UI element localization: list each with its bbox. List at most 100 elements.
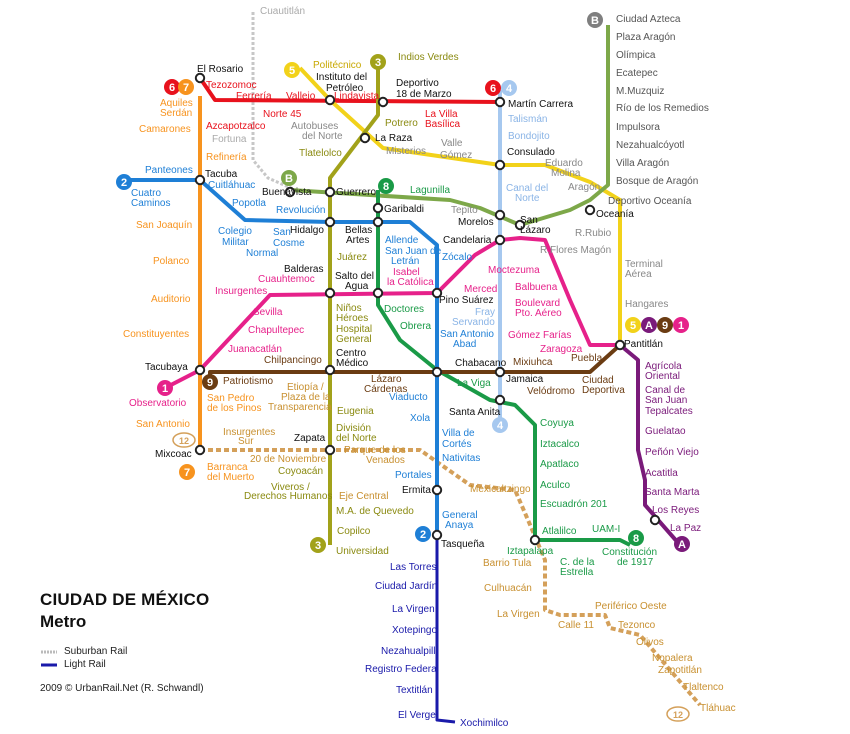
station-label-coyoacan: Coyoacán xyxy=(278,466,323,477)
line-badge-text: 5 xyxy=(630,320,636,332)
station-label-san-cosme: San xyxy=(273,227,291,238)
station-label-las-torres: Las Torres xyxy=(390,562,437,573)
line-badge-text: 2 xyxy=(420,529,426,541)
station-label-ciudad-azteca: Ciudad Azteca xyxy=(616,14,681,25)
station-label-xochimilco: Xochimilco xyxy=(460,718,509,729)
station-label-san-antonio-abad2: Abad xyxy=(453,339,476,350)
station-label-tlatelolco: Tlatelolco xyxy=(299,148,342,159)
station-bellas-artes xyxy=(372,216,384,228)
station-label-terminal-aerea: Terminal xyxy=(625,259,663,270)
station-label-agricola: Agrícola xyxy=(645,361,682,372)
station-tacuba xyxy=(194,174,206,186)
station-label-zapata: Zapata xyxy=(294,433,326,444)
station-label-isabel: Isabel xyxy=(393,267,420,278)
station-label-universidad: Universidad xyxy=(336,546,389,557)
line-12 xyxy=(200,448,702,707)
line-badge-12: 12 xyxy=(666,706,690,722)
station-oceania xyxy=(584,204,596,216)
station-label-refineria: Refinería xyxy=(206,152,247,163)
station-label-delnorte: del Norte xyxy=(302,131,343,142)
station-label-camarones: Camarones xyxy=(139,124,191,135)
station-label-tepalcates: Tepalcates xyxy=(645,406,693,417)
station-label-muzquiz: M.Muzquiz xyxy=(616,86,664,97)
station-martin-carrera xyxy=(494,96,506,108)
station-label-uam-i: UAM-I xyxy=(592,524,620,535)
station-label-etiopia3: Transparencia xyxy=(268,402,332,413)
station-label-penon-viejo: Peñón Viejo xyxy=(645,447,699,458)
station-label-gomez-farias: Gómez Farías xyxy=(508,330,571,341)
station-label-cuitlahuac: Cuitláhuac xyxy=(208,180,255,191)
station-label-tacubaya: Tacubaya xyxy=(145,362,188,373)
station-label-auditorio: Auditorio xyxy=(151,294,191,305)
station-label-obrera: Obrera xyxy=(400,321,432,332)
line-badge-text: 5 xyxy=(289,65,295,77)
station-label-veinte-nov: 20 de Noviembre xyxy=(250,454,327,465)
station-ermita xyxy=(431,484,443,496)
station-label-aquiles: Aquiles xyxy=(160,98,193,109)
station-label-sevilla: Sevilla xyxy=(253,307,283,318)
line-badge-5: 5 xyxy=(284,62,300,78)
station-label-martin-carrera: Martín Carrera xyxy=(508,99,573,110)
station-label-deportivo-18: Deportivo xyxy=(396,78,439,89)
station-tasquena xyxy=(431,529,443,541)
station-label-fortuna: Fortuna xyxy=(212,134,247,145)
map-title-block: CIUDAD DE MÉXICO Metro xyxy=(40,590,209,632)
line-badge-5: 5 xyxy=(625,317,641,333)
station-label-san-antonio-abad: San Antonio xyxy=(440,329,494,340)
station-label-zaragoza: Zaragoza xyxy=(540,344,583,355)
suburban-rail-swatch xyxy=(41,650,57,653)
station-label-general-anaya2: Anaya xyxy=(445,520,474,531)
station-label-terminal-aerea2: Aérea xyxy=(625,269,652,280)
station-deportivo-18 xyxy=(377,96,389,108)
station-label-lazaro-cardenas2: Cárdenas xyxy=(364,384,407,395)
line-badge-8: 8 xyxy=(378,178,394,194)
line-badge-text: 6 xyxy=(169,82,175,94)
station-consulado xyxy=(494,159,506,171)
station-label-viveros2: Derechos Humanos xyxy=(244,491,332,502)
station-label-politecnico: Politécnico xyxy=(313,60,362,71)
station-label-centro-medico: Centro xyxy=(336,348,366,359)
station-label-colegio-militar: Colegio xyxy=(218,226,252,237)
station-label-mexicaltzingo: Mexicaltzingo xyxy=(470,484,531,495)
station-label-valle-gomez2: Gómez xyxy=(440,150,472,161)
station-label-aragon: Aragón xyxy=(568,182,600,193)
station-label-instituto: Instituto del xyxy=(316,72,367,83)
line-badge-7: 7 xyxy=(178,79,194,95)
station-label-san-pedro2: de los Pinos xyxy=(207,403,261,414)
station-label-iztacalco: Iztacalco xyxy=(540,439,580,450)
station-label-viveros: Viveros / xyxy=(271,482,310,493)
station-el-rosario xyxy=(194,72,206,84)
line-badge-2: 2 xyxy=(116,174,132,190)
line-badge-9: 9 xyxy=(202,374,218,390)
station-label-garibaldi: Garibaldi xyxy=(384,204,424,215)
station-label-petroleo: Petróleo xyxy=(326,83,364,94)
station-label-eje-central: Eje Central xyxy=(339,491,388,502)
station-pantitlan xyxy=(614,339,626,351)
station-label-fray-servando2: Servando xyxy=(452,317,495,328)
station-label-chabacano: Chabacano xyxy=(455,358,507,369)
station-label-tepito: Tepito xyxy=(451,205,478,216)
line-badge-text: 12 xyxy=(673,710,683,720)
line-badge-text: 1 xyxy=(162,383,168,395)
station-san-lazaro xyxy=(514,219,526,231)
station-label-etiopia: Etiopía / xyxy=(287,382,324,393)
line-badge-12: 12 xyxy=(172,432,196,448)
station-label-division-norte2: del Norte xyxy=(336,433,377,444)
station-label-tacuba: Tacuba xyxy=(205,169,238,180)
station-label-revolucion: Revolución xyxy=(276,205,325,216)
station-label-aculco: Aculco xyxy=(540,480,570,491)
station-label-tlahuac: Tláhuac xyxy=(700,703,736,714)
station-label-apatlaco: Apatlaco xyxy=(540,459,579,470)
line-badge-6: 6 xyxy=(485,80,501,96)
station-label-lindavista: Lindavista xyxy=(334,91,379,102)
station-label-lazaro-cardenas: Lázaro xyxy=(371,374,402,385)
station-label-textitlan: Textitlán xyxy=(396,685,433,696)
line-badge-text: 7 xyxy=(183,82,189,94)
station-label-division-norte: División xyxy=(336,423,371,434)
station-chabacano xyxy=(431,366,443,378)
station-label-registro-federal: Registro Federal xyxy=(365,664,439,675)
station-label-rio-remedios: Río de los Remedios xyxy=(616,103,709,114)
station-atlalilco xyxy=(529,534,541,546)
station-label-ninos-heroes: Niños xyxy=(336,303,362,314)
